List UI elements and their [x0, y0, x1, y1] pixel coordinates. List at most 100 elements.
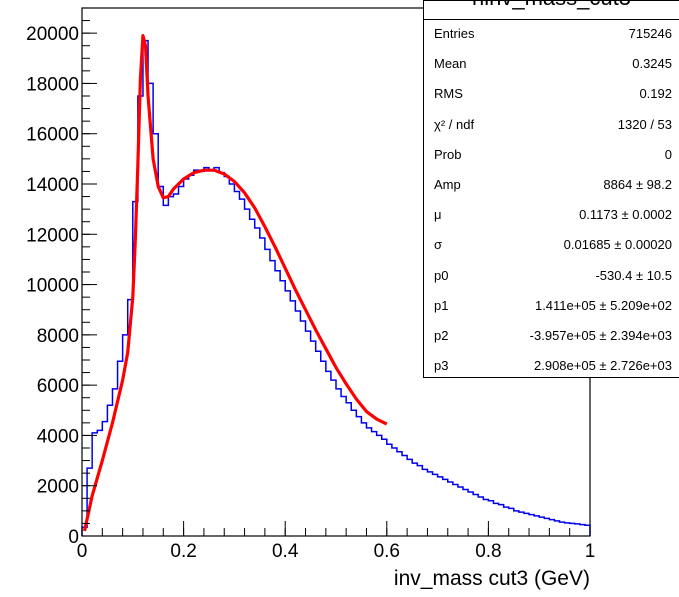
histogram-bin: [260, 238, 265, 536]
histogram-bin: [331, 380, 336, 536]
histogram-bin: [372, 432, 377, 536]
histogram-bin: [316, 351, 321, 536]
stats-row: Entries 715246: [424, 18, 679, 48]
stats-box: hinv_mass_cut3 Entries 715246 Mean 0.3245 RM…: [422, 0, 679, 380]
stats-row: μ 0.1173 ± 0.0002: [424, 199, 679, 229]
histogram-bin: [585, 525, 590, 536]
stats-row: p2 -3.957e+05 ± 2.394e+03: [424, 320, 679, 350]
histogram-bin: [473, 495, 478, 536]
histogram-bin: [189, 175, 194, 536]
y-tick-label: 8000: [37, 326, 79, 347]
histogram-bin: [173, 194, 178, 536]
y-tick-label: 4000: [37, 426, 79, 447]
histogram-bin: [453, 484, 458, 536]
stats-row: σ 0.01685 ± 0.00020: [424, 229, 679, 259]
histogram-bin: [544, 518, 549, 536]
histogram-bin: [417, 466, 422, 536]
histogram-bin: [229, 184, 234, 536]
histogram-bin: [219, 173, 224, 536]
histogram-bin: [575, 524, 580, 536]
stats-row-value: -3.957e+05 ± 2.394e+03: [529, 327, 672, 343]
histogram-bin: [270, 261, 275, 536]
histogram-bin: [529, 515, 534, 536]
histogram-bin: [565, 523, 570, 536]
histogram-bin: [366, 428, 371, 536]
stats-row: p0 -530.4 ± 10.5: [424, 260, 679, 290]
histogram-bin: [341, 396, 346, 536]
histogram-bin: [509, 508, 514, 536]
histogram-bin: [427, 472, 432, 536]
histogram-bin: [290, 301, 295, 536]
stats-row-value: 0.3245: [632, 56, 672, 72]
y-tick-label: 6000: [37, 376, 79, 397]
histogram-bin: [285, 291, 290, 536]
stats-row-name: Entries: [434, 26, 475, 41]
histogram-bin: [549, 520, 554, 536]
histogram-bin: [483, 500, 488, 536]
stats-row-value: -530.4 ± 10.5: [595, 267, 672, 283]
stats-row: p1 1.411e+05 ± 5.209e+02: [424, 290, 679, 320]
stats-row-value: 2.908e+05 ± 2.726e+03: [534, 358, 672, 374]
x-axis-title: inv_mass cut3 (GeV): [394, 567, 590, 590]
histogram-bin: [356, 417, 361, 536]
x-tick-label: 0.6: [374, 541, 400, 562]
histogram-bin: [326, 371, 331, 536]
y-tick-label: 18000: [26, 74, 79, 95]
histogram-bin: [153, 134, 158, 536]
stats-row-name: RMS: [434, 86, 463, 102]
histogram-bin: [468, 492, 473, 536]
histogram-bin: [392, 448, 397, 536]
fit-curve: [82, 34, 388, 532]
histogram-bin: [184, 179, 189, 536]
histogram-bin: [514, 511, 519, 536]
stats-row-name: χ² / ndf: [434, 116, 475, 132]
histogram-bin: [306, 331, 311, 536]
histogram-bin: [214, 168, 219, 536]
histogram-bin: [524, 513, 529, 536]
stats-row: p3 2.908e+05 ± 2.726e+03: [424, 350, 679, 380]
histogram-bin: [143, 41, 148, 536]
histogram-bin: [448, 482, 453, 536]
histogram-bin: [250, 219, 255, 536]
stats-row: Prob 0: [424, 139, 679, 169]
stats-row-name: p1: [434, 297, 449, 313]
histogram-bin: [504, 507, 509, 536]
histogram-bin: [163, 205, 168, 536]
histogram-bin: [397, 452, 402, 536]
stats-row-value: 0.01685 ± 0.00020: [563, 237, 672, 253]
stats-row-name: μ: [434, 207, 442, 223]
histogram-bin: [570, 523, 575, 536]
histogram-bin: [158, 187, 163, 536]
stats-row-name: Amp: [434, 176, 461, 192]
y-tick-label: 2000: [37, 477, 79, 498]
histogram-bin: [443, 479, 448, 536]
histogram-bin: [168, 197, 173, 536]
stats-row: Mean 0.3245: [424, 48, 679, 78]
y-tick-label: 16000: [26, 125, 79, 146]
x-tick-label: 0.4: [272, 541, 299, 562]
stats-rows: Entries 715246 Mean 0.3245 RMS 0.192 χ² / ndf 1…: [424, 18, 679, 380]
histogram-bin: [580, 525, 585, 536]
histogram-bin: [402, 456, 407, 536]
stats-row-name: p3: [434, 358, 449, 374]
histogram-bin: [361, 423, 366, 536]
histogram-bin: [534, 516, 539, 536]
histogram-bin: [224, 176, 229, 536]
histogram-bin: [199, 171, 204, 536]
histogram-bin: [377, 435, 382, 536]
histogram-bin: [321, 361, 326, 536]
histogram-bin: [438, 477, 443, 536]
histogram-bin: [519, 512, 524, 536]
x-tick-label: 1: [585, 541, 596, 562]
stats-row: Amp 8864 ± 98.2: [424, 169, 679, 199]
stats-row-name: Mean: [434, 56, 467, 72]
histogram-bin: [239, 199, 244, 536]
stats-row-value: 0.192: [639, 86, 672, 102]
histogram-bin: [554, 521, 559, 536]
histogram-bin: [204, 168, 209, 536]
stats-row-name: Prob: [434, 146, 462, 162]
histogram-bin: [493, 503, 498, 536]
y-tick-label: 20000: [26, 24, 79, 45]
histogram-bin: [488, 501, 493, 536]
stats-title-row: hinv_mass_cut3: [422, 0, 679, 20]
